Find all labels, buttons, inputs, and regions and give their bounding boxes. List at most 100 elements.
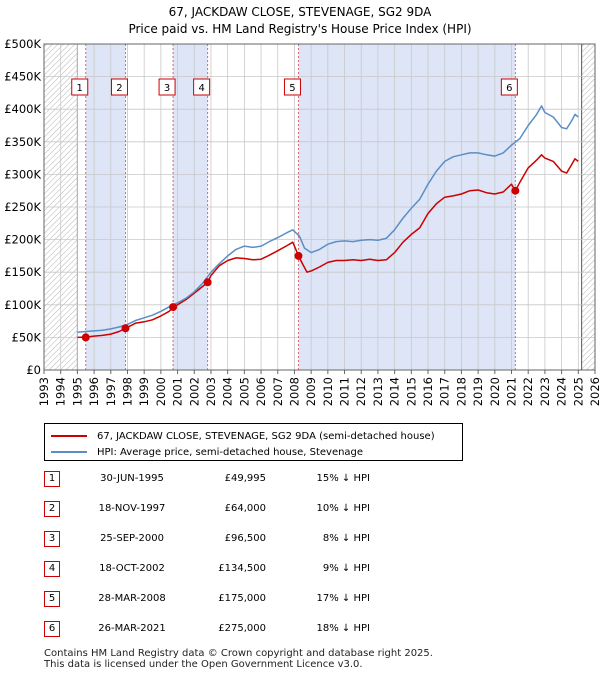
sale-price: £175,000 [218, 593, 266, 604]
sale-hpi-diff: 18% ↓ HPI [316, 623, 370, 634]
sale-number: 4 [44, 561, 60, 577]
sale-price: £96,500 [224, 533, 266, 544]
x-tick-label: 2023 [538, 377, 552, 406]
x-tick-label: 2009 [304, 377, 318, 406]
x-tick-label: 2017 [438, 377, 452, 406]
legend-item-hpi: HPI: Average price, semi-detached house,… [51, 445, 363, 459]
sale-hpi-diff: 15% ↓ HPI [316, 473, 370, 484]
sale-price: £64,000 [224, 503, 266, 514]
x-tick-label: 2022 [521, 377, 535, 406]
footer-copyright: Contains HM Land Registry data © Crown c… [44, 648, 433, 659]
sale-badge-6: 6 [500, 78, 518, 96]
sale-badge-label: 3 [164, 83, 170, 94]
y-tick-label: £200K [4, 233, 41, 247]
x-tick-label: 2011 [338, 377, 352, 406]
sale-price: £49,995 [224, 473, 266, 484]
legend-swatch-hpi [51, 451, 87, 453]
hpi-line [77, 105, 579, 333]
x-tick-label: 2010 [321, 377, 335, 406]
sale-row: 2 18-NOV-1997 £64,000 10% ↓ HPI [44, 501, 464, 521]
sale-badge-2: 2 [110, 78, 128, 96]
sale-badge-box [71, 78, 89, 96]
x-tick-label: 2004 [221, 377, 235, 406]
y-tick-label: £400K [4, 102, 41, 116]
sale-date: 18-OCT-2002 [99, 563, 165, 574]
sale-badge-3: 3 [158, 78, 176, 96]
y-tick-label: £250K [4, 200, 41, 214]
sale-point [294, 251, 303, 260]
sale-point [121, 324, 130, 333]
legend: 67, JACKDAW CLOSE, STEVENAGE, SG2 9DA (s… [44, 423, 463, 461]
sale-point [169, 303, 178, 312]
x-tick-label: 2025 [571, 377, 585, 406]
x-tick-label: 2008 [287, 377, 301, 406]
sale-badge-box [193, 78, 211, 96]
x-tick-label: 1994 [54, 377, 68, 406]
sale-date: 26-MAR-2021 [98, 623, 166, 634]
sale-price: £275,000 [218, 623, 266, 634]
sale-badge-5: 5 [283, 78, 301, 96]
sale-date: 18-NOV-1997 [98, 503, 166, 514]
y-tick-label: £100K [4, 298, 41, 312]
footer: Contains HM Land Registry data © Crown c… [44, 648, 433, 670]
y-tick-label: £500K [4, 37, 41, 51]
x-tick-label: 2015 [404, 377, 418, 406]
sale-badge-label: 4 [198, 83, 204, 94]
sale-badge-box [158, 78, 176, 96]
x-tick-label: 2013 [371, 377, 385, 406]
sale-hpi-diff: 10% ↓ HPI [316, 503, 370, 514]
sale-date: 30-JUN-1995 [100, 473, 164, 484]
sale-badge-box [110, 78, 128, 96]
x-tick-label: 1998 [120, 377, 134, 406]
y-tick-label: £450K [4, 70, 41, 84]
sale-hpi-diff: 9% ↓ HPI [322, 563, 370, 574]
chart-title-line2: Price paid vs. HM Land Registry's House … [128, 22, 472, 36]
sale-badge-box [283, 78, 301, 96]
y-tick-label: £0 [26, 363, 41, 377]
sale-hpi-diff: 17% ↓ HPI [316, 593, 370, 604]
sale-badge-label: 1 [77, 83, 83, 94]
sale-date: 28-MAR-2008 [98, 593, 166, 604]
x-tick-label: 1995 [70, 377, 84, 406]
sale-badge-4: 4 [193, 78, 211, 96]
x-tick-label: 2001 [171, 377, 185, 406]
sale-badge-label: 5 [289, 83, 295, 94]
sale-number: 2 [44, 501, 60, 517]
legend-label-property: 67, JACKDAW CLOSE, STEVENAGE, SG2 9DA (s… [97, 430, 435, 442]
x-tick-label: 1999 [137, 377, 151, 406]
sale-row: 3 25-SEP-2000 £96,500 8% ↓ HPI [44, 531, 464, 551]
x-tick-label: 2014 [388, 377, 402, 406]
x-tick-label: 2000 [154, 377, 168, 406]
legend-item-property: 67, JACKDAW CLOSE, STEVENAGE, SG2 9DA (s… [51, 429, 435, 443]
sale-row: 4 18-OCT-2002 £134,500 9% ↓ HPI [44, 561, 464, 581]
price-chart: 1 2 3 4 5 6 £0 £50K £100K £150K £200K £250K £300K £3… [4, 37, 600, 406]
chart-title-line1: 67, JACKDAW CLOSE, STEVENAGE, SG2 9DA [168, 5, 432, 19]
sale-row: 6 26-MAR-2021 £275,000 18% ↓ HPI [44, 621, 464, 641]
sale-point [203, 278, 212, 287]
x-tick-label: 2019 [471, 377, 485, 406]
sale-date: 25-SEP-2000 [100, 533, 164, 544]
chart-title: 67, JACKDAW CLOSE, STEVENAGE, SG2 9DA Pr… [0, 4, 600, 38]
x-tick-label: 2006 [254, 377, 268, 406]
x-tick-label: 2012 [354, 377, 368, 406]
sale-badge-label: 6 [506, 83, 512, 94]
x-tick-label: 2003 [204, 377, 218, 406]
x-tick-label: 2007 [271, 377, 285, 406]
sale-point [511, 186, 520, 195]
x-tick-label: 2021 [505, 377, 519, 406]
x-tick-label: 2005 [237, 377, 251, 406]
x-tick-label: 2002 [187, 377, 201, 406]
x-tick-label: 2016 [421, 377, 435, 406]
y-tick-label: £150K [4, 265, 41, 279]
legend-label-hpi: HPI: Average price, semi-detached house,… [97, 446, 364, 458]
plot-frame [43, 43, 596, 371]
sale-number: 3 [44, 531, 60, 547]
legend-swatch-property [51, 435, 87, 437]
sale-row: 5 28-MAR-2008 £175,000 17% ↓ HPI [44, 591, 464, 611]
sale-number: 6 [44, 621, 60, 637]
sale-price: £134,500 [218, 563, 266, 574]
x-tick-label: 1997 [104, 377, 118, 406]
sale-point [81, 333, 90, 342]
y-tick-label: £50K [12, 330, 42, 344]
x-tick-label: 1993 [37, 377, 51, 406]
